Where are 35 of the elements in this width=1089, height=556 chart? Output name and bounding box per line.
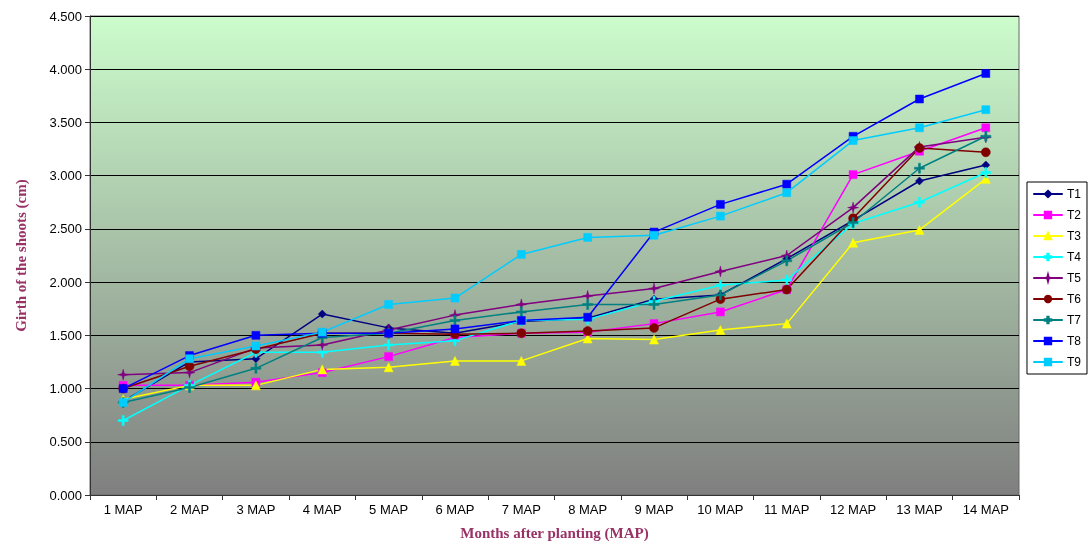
legend-label: T8 — [1067, 334, 1082, 348]
y-tick-label: 2.500 — [49, 221, 82, 237]
y-tick-label: 4.500 — [49, 8, 82, 24]
y-tick-label: 0.500 — [49, 434, 82, 450]
x-tick-label: 2 MAP — [170, 502, 210, 517]
x-tick-label: 14 MAP — [962, 502, 1009, 517]
legend-label: T1 — [1067, 187, 1082, 201]
y-tick-label: 4.000 — [49, 61, 82, 77]
x-tick-label: 6 MAP — [435, 502, 475, 517]
y-tick-label: 2.000 — [49, 274, 82, 290]
y-axis-title: Girth of the shoots (cm) — [12, 179, 30, 332]
legend-label: T6 — [1067, 292, 1082, 306]
x-tick-label: 11 MAP — [764, 502, 810, 517]
legend-label: T9 — [1067, 355, 1082, 369]
x-tick-label: 7 MAP — [501, 502, 541, 517]
legend-label: T2 — [1067, 208, 1082, 222]
y-tick-label: 1.000 — [49, 381, 82, 397]
legend-label: T4 — [1067, 250, 1082, 264]
x-tick-label: 1 MAP — [103, 502, 143, 517]
x-tick-label: 10 MAP — [697, 502, 744, 517]
x-tick-label: 9 MAP — [634, 502, 674, 517]
y-tick-label: 1.500 — [49, 327, 82, 343]
x-tick-label: 3 MAP — [236, 502, 276, 517]
y-tick-label: 3.500 — [49, 114, 82, 130]
legend-label: T3 — [1067, 229, 1082, 243]
x-tick-label: 13 MAP — [896, 502, 943, 517]
x-tick-label: 5 MAP — [369, 502, 409, 517]
y-tick-label: 3.000 — [49, 168, 82, 184]
legend-label: T5 — [1067, 271, 1082, 285]
x-tick-label: 12 MAP — [829, 502, 877, 517]
x-tick-label: 8 MAP — [568, 502, 608, 517]
y-tick-label: 0.000 — [49, 487, 82, 503]
x-tick-label: 4 MAP — [302, 502, 342, 517]
x-axis-title: Months after planting (MAP) — [460, 524, 649, 542]
legend-label: T7 — [1067, 313, 1082, 327]
